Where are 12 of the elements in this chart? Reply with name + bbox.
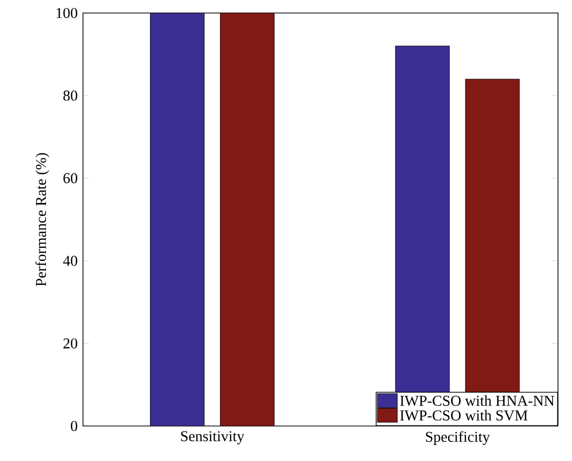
bar [150,13,204,426]
x-tick-label: Specificity [426,431,490,445]
y-tick-label: 0 [70,420,78,432]
y-tick-label: 20 [63,338,78,348]
y-tick-label: 60 [63,173,78,184]
x-tick-label: Sensitivity [181,431,244,444]
legend-label: IWP-CSO with SVM [400,410,528,421]
y-tick-label: 40 [63,256,78,266]
y-axis-title: Performance Rate (%) [35,153,50,286]
legend-label: IWP-CSO with HNA-NN [400,395,554,406]
y-tick-label: 100 [56,8,78,18]
y-tick-label: 80 [63,90,78,101]
